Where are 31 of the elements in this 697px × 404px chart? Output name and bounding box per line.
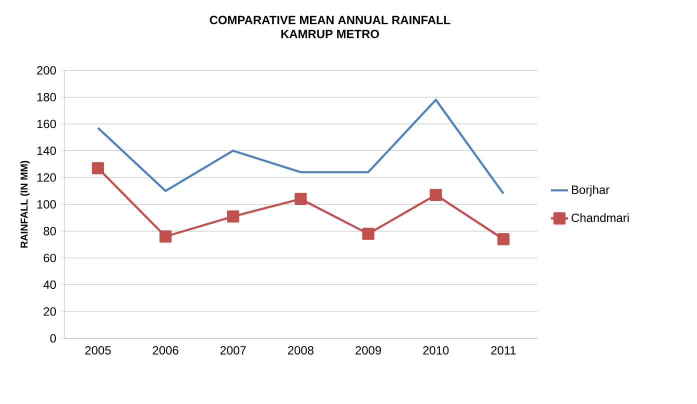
y-tick-label: 20 bbox=[44, 307, 56, 316]
point bbox=[430, 188, 442, 202]
y-axis-title: RAINFALL (IN MM) bbox=[20, 160, 30, 248]
y-tick-label: 100 bbox=[37, 200, 56, 209]
y-tick-label: 0 bbox=[50, 334, 56, 343]
line-series bbox=[96, 98, 505, 195]
x-tick-label: 2005 bbox=[85, 346, 111, 355]
point bbox=[497, 233, 510, 246]
point bbox=[159, 230, 172, 243]
point bbox=[227, 210, 240, 222]
x-tick-label: 2007 bbox=[220, 346, 246, 355]
y-tick-label: 120 bbox=[37, 173, 56, 182]
y-tick-label: 60 bbox=[44, 254, 56, 262]
chart-title: COMPARATIVE MEAN ANNUAL RAINFALL bbox=[210, 16, 450, 24]
y-tick-label: 40 bbox=[43, 280, 56, 289]
x-tick-label: 2011 bbox=[491, 346, 516, 355]
point bbox=[92, 162, 104, 174]
y-tick-label: 140 bbox=[37, 146, 56, 155]
y-tick-label: 80 bbox=[44, 226, 56, 236]
x-tick-label: 2006 bbox=[152, 346, 178, 355]
x-tick-label: 2010 bbox=[423, 346, 449, 355]
chart-subtitle: KAMRUP METRO bbox=[281, 30, 379, 38]
point bbox=[362, 228, 374, 240]
x-tick-label: 2009 bbox=[356, 346, 381, 355]
legend-label: Borjhar bbox=[572, 185, 610, 196]
x-tick-label: 2008 bbox=[288, 346, 314, 355]
y-tick-label: 160 bbox=[37, 120, 56, 128]
y-tick-label: 200 bbox=[37, 66, 56, 75]
legend-label: Chandmari bbox=[572, 213, 629, 222]
y-tick-label: 180 bbox=[37, 92, 56, 102]
point bbox=[294, 192, 307, 206]
